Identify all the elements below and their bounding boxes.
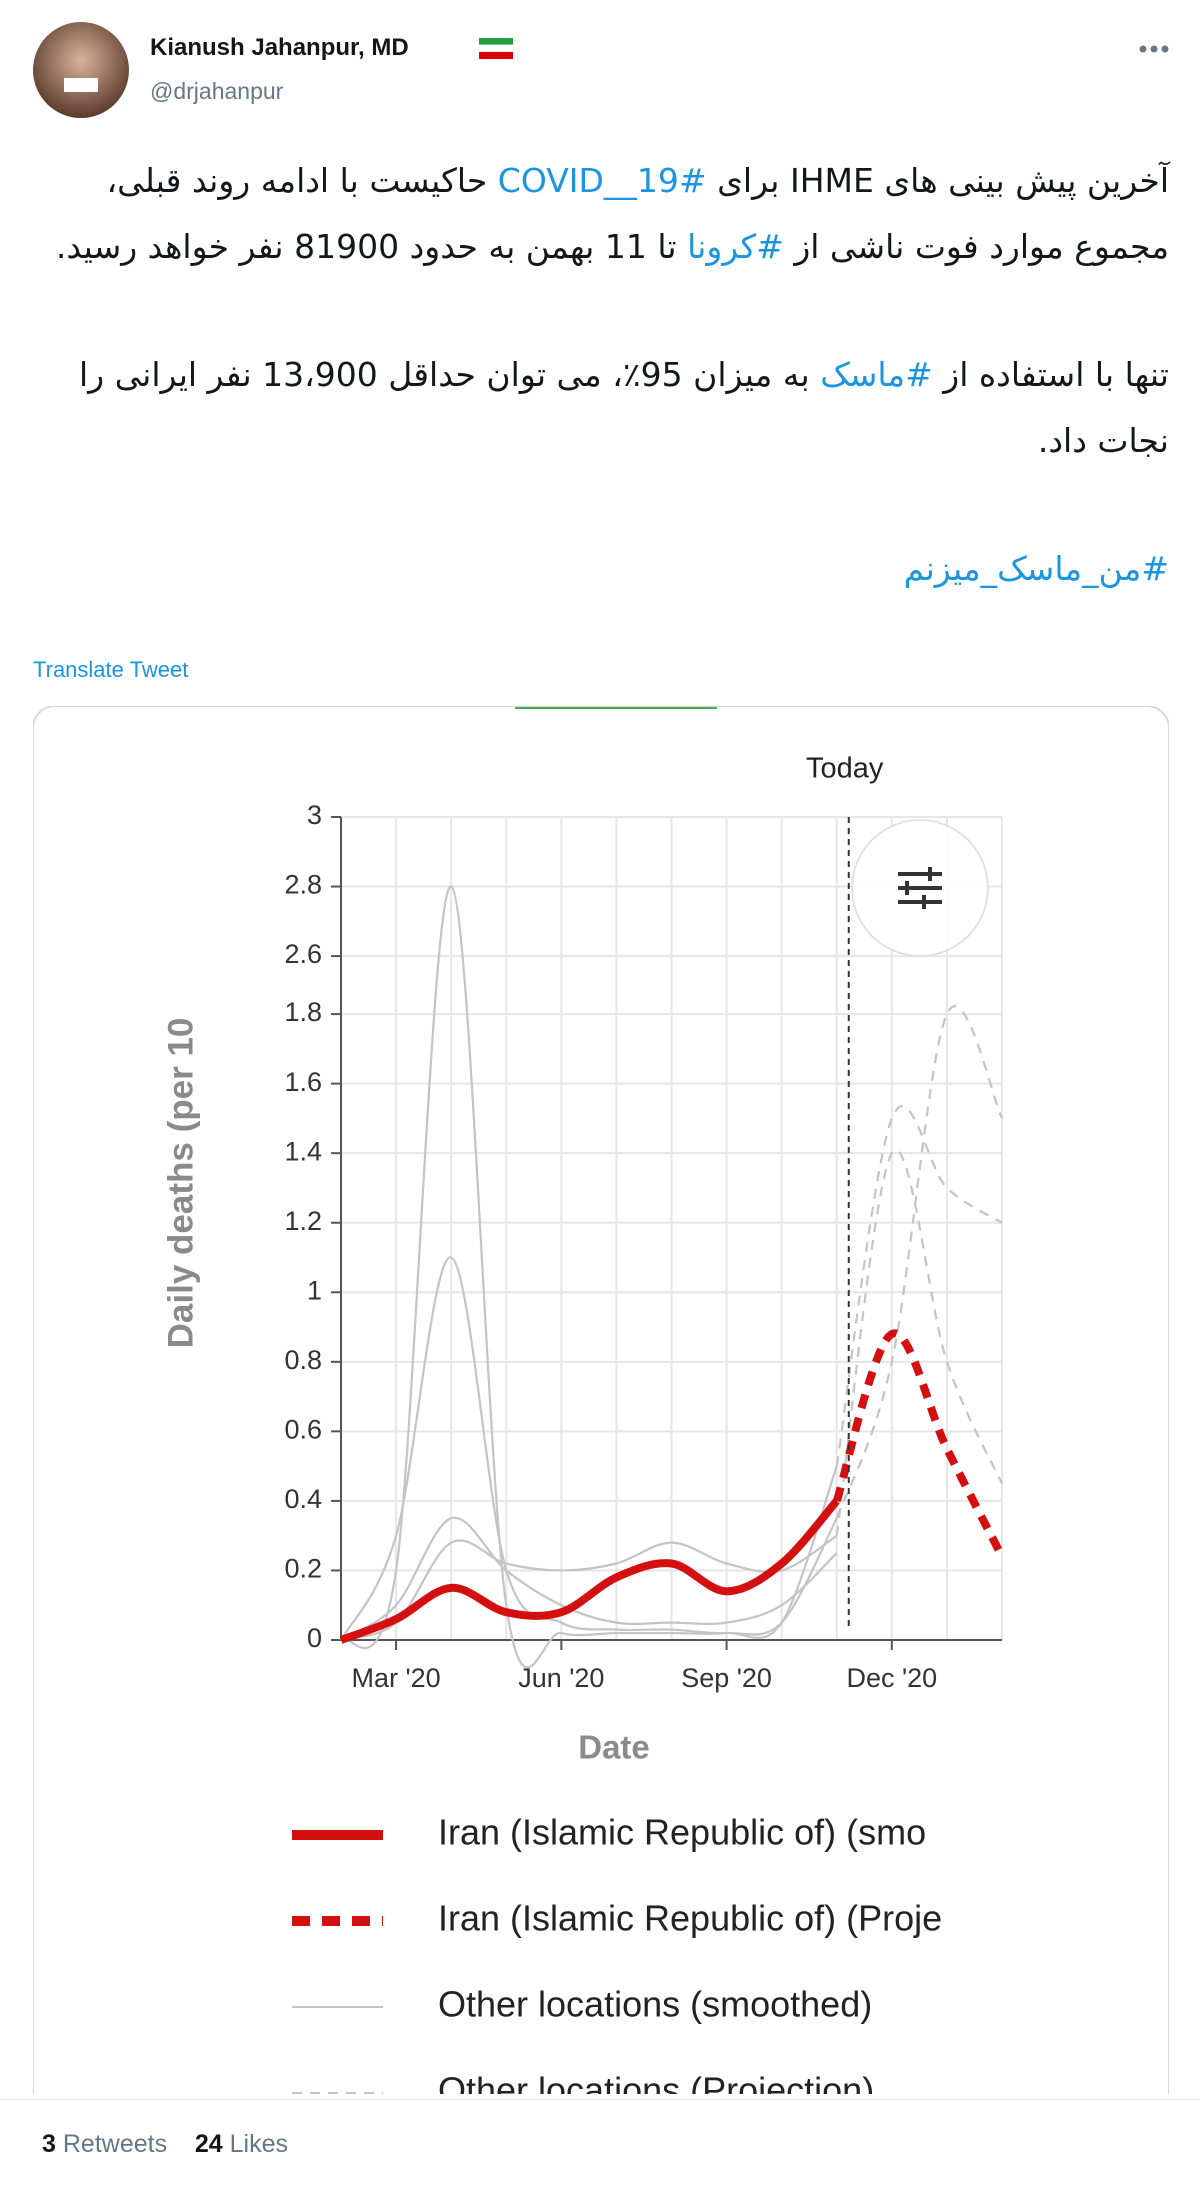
- y-tick-label: 3: [307, 800, 322, 830]
- other-line: [835, 1005, 1003, 1519]
- y-tick-label: 1: [307, 1275, 322, 1305]
- card-border: [33, 706, 1169, 2094]
- x-tick-label: Sep '20: [681, 1663, 772, 1693]
- y-tick-label: 0.4: [284, 1484, 322, 1514]
- tweet-stats: 3 Retweets 24 Likes: [0, 2099, 1200, 2159]
- more-menu[interactable]: [1139, 45, 1169, 53]
- hashtag[interactable]: #COVID__19: [497, 161, 707, 200]
- x-tick-label: Dec '20: [846, 1663, 937, 1693]
- settings-button[interactable]: [851, 819, 989, 957]
- hashtag[interactable]: #من_ماسک_میزنم: [903, 549, 1169, 588]
- y-tick-label: 2.6: [284, 939, 322, 969]
- card: 0 0.2 0.4 0.6 0.8 1 1.2 1.4 1.6 1.8 2.6 2.8 3 Mar '20…: [33, 706, 1169, 2111]
- y-tick-label: 1.4: [284, 1136, 322, 1166]
- retweet-count[interactable]: 3: [42, 2130, 56, 2158]
- y-tick-label: 0.2: [284, 1554, 322, 1584]
- other-line: [340, 1534, 838, 1642]
- hashtag[interactable]: #ماسک: [820, 355, 933, 394]
- y-tick-label: 1.6: [284, 1067, 322, 1097]
- retweet-label[interactable]: Retweets: [62, 2130, 168, 2158]
- series-line: [339, 1498, 840, 1644]
- hashtag[interactable]: #کرونا: [687, 227, 784, 266]
- legend: Iran (Islamic Republic of) (smo Iran (Isl…: [292, 1812, 942, 2111]
- y-tick-label: 1.8: [284, 997, 322, 1027]
- like-label[interactable]: Likes: [229, 2130, 289, 2158]
- plot: 0 0.2 0.4 0.6 0.8 1 1.2 1.4 1.6 1.8 2.6 2.8 3 Mar '20…: [161, 753, 1006, 1766]
- text: تنها با استفاده از: [932, 355, 1169, 394]
- paragraph: تنها با استفاده از #ماسک به میزان 95٪، م…: [29, 342, 1169, 474]
- y-tick-label: 0.6: [284, 1414, 322, 1444]
- legend-label: Iran (Islamic Republic of) (Proje: [438, 1898, 942, 1939]
- x-tick-label: Jun '20: [518, 1663, 604, 1693]
- other-line: [835, 1149, 1004, 1536]
- y-tick-label: 2.8: [284, 870, 322, 900]
- mask: [64, 78, 98, 92]
- user-handle[interactable]: @drjahanpur: [150, 78, 284, 104]
- y-axis-title: Daily deaths (per 10: [161, 1018, 200, 1349]
- text: تا 11 بهمن به حدود 81900 نفر خواهد رسید.: [55, 227, 688, 266]
- translate-link[interactable]: Translate Tweet: [33, 657, 189, 682]
- paragraph: #من_ماسک_میزنم: [29, 536, 1169, 602]
- avatar[interactable]: [33, 22, 129, 118]
- x-axis-title: Date: [578, 1729, 650, 1766]
- text: حاکیست با ادامه روند قبلی، مجموع موارد ف…: [106, 161, 1169, 266]
- text: آخرین پیش بینی های IHME برای: [706, 161, 1169, 200]
- series-line: [832, 1329, 1006, 1559]
- x-tick-label: Mar '20: [351, 1663, 440, 1693]
- tweet-text: آخرین پیش بینی های IHME برای #COVID__19 …: [29, 148, 1169, 664]
- user-name[interactable]: Kianush Jahanpur, MD: [150, 34, 409, 61]
- y-tick-label: 0.8: [284, 1345, 322, 1375]
- other-line: [835, 1105, 1003, 1467]
- y-tick-label: 1.2: [284, 1206, 322, 1236]
- flag: [478, 38, 514, 59]
- legend-label: Other locations (smoothed): [438, 1984, 872, 2025]
- text: به میزان 95٪، می توان حداقل 13،900 نفر ا…: [79, 355, 1169, 460]
- today-label: Today: [806, 753, 884, 785]
- like-count[interactable]: 24: [194, 2130, 223, 2158]
- y-tick-label: 0: [307, 1623, 322, 1653]
- legend-label: Iran (Islamic Republic of) (smo: [438, 1812, 926, 1853]
- paragraph: آخرین پیش بینی های IHME برای #COVID__19 …: [29, 148, 1169, 280]
- legend-label: Other locations (Projection): [438, 2070, 874, 2111]
